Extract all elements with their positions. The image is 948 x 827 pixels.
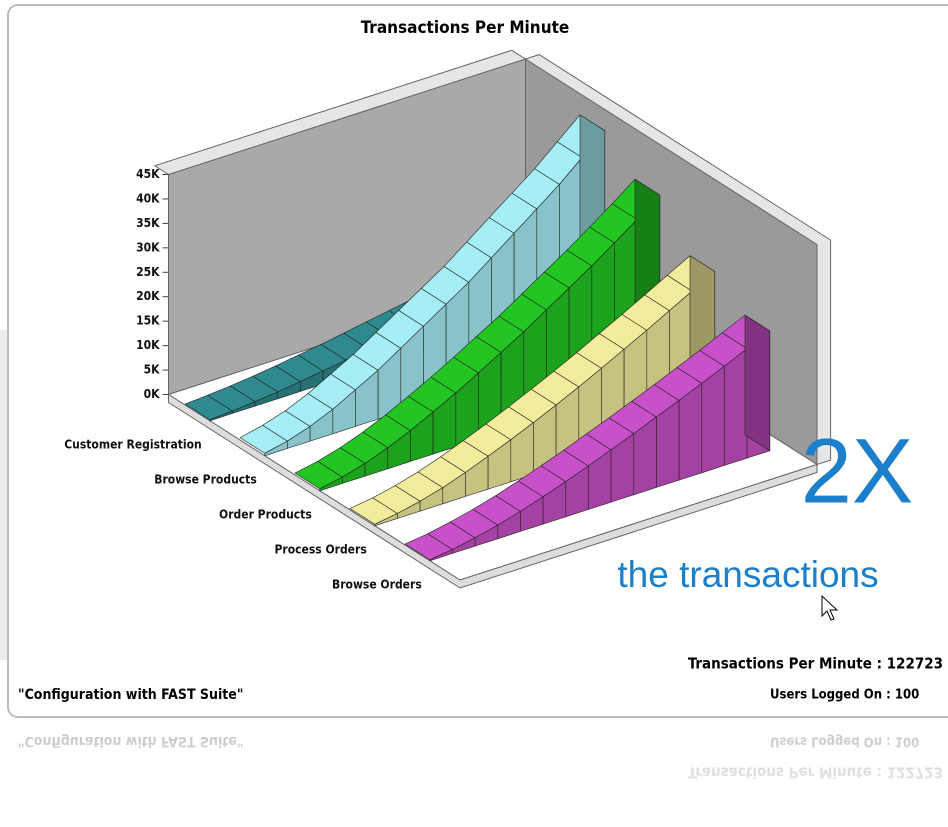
configuration: "Configuration with FAST Suite" bbox=[18, 687, 243, 703]
y-tick-label: 20K bbox=[136, 289, 160, 303]
y-tick-label: 25K bbox=[136, 265, 160, 279]
y-tick-label: 35K bbox=[136, 216, 160, 230]
cursor bbox=[821, 594, 839, 621]
reflection-fade bbox=[0, 720, 948, 827]
users-status: Users Logged On : 100 bbox=[770, 688, 919, 703]
floor-edge bbox=[168, 393, 818, 589]
y-tick-label: 45K bbox=[136, 167, 160, 181]
y-tick-label: 15K bbox=[136, 314, 160, 328]
y-tick-label: 0K bbox=[144, 387, 161, 401]
subheadline: the transactions bbox=[617, 554, 878, 595]
series-label: Order Products bbox=[219, 507, 312, 521]
ribbon-face bbox=[701, 365, 725, 474]
y-tick-label: 10K bbox=[136, 338, 160, 352]
ribbon-end bbox=[744, 314, 771, 452]
ribbon-face bbox=[724, 347, 748, 466]
back-wall-top bbox=[153, 49, 527, 176]
tpm-status: Transactions Per Minute : 122723 bbox=[688, 655, 943, 673]
series-label: Browse Orders bbox=[332, 577, 422, 591]
headline: 2X bbox=[801, 420, 914, 522]
chart-title: Transactions Per Minute bbox=[361, 18, 570, 38]
y-tick-label: 40K bbox=[136, 191, 160, 205]
series-label: Browse Products bbox=[154, 472, 257, 486]
ribbon-face bbox=[678, 382, 703, 481]
right-wall-edge bbox=[524, 54, 832, 466]
y-tick-label: 30K bbox=[136, 240, 160, 254]
chart-area: 0K 5K 10K 15K 20K 25K 30K 35K 40K 45K Customer Reg… bbox=[64, 49, 832, 591]
series-label: Process Orders bbox=[274, 542, 366, 556]
y-tick-label: 5K bbox=[144, 363, 161, 377]
series-label: Customer Registration bbox=[64, 437, 202, 451]
